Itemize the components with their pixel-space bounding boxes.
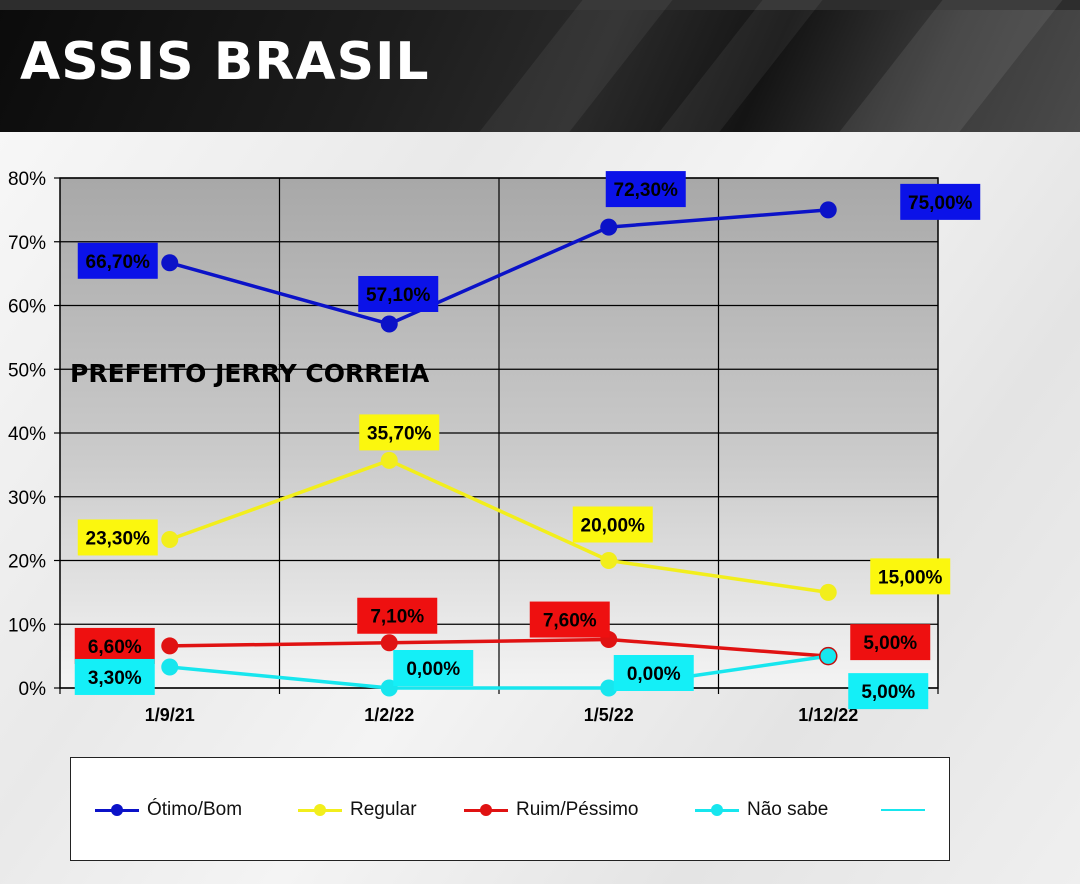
- data-label-box: [77, 519, 158, 556]
- legend-item-regular: Regular: [298, 798, 417, 822]
- legend-swatch-extra: [881, 800, 925, 820]
- data-label: 35,70%: [367, 423, 432, 444]
- x-tick-label: 1/5/22: [584, 705, 634, 725]
- legend-dot: [711, 804, 723, 816]
- data-label-box: [870, 558, 951, 595]
- legend-swatch: [464, 800, 508, 820]
- data-label: 3,30%: [88, 668, 142, 689]
- data-point: [380, 634, 398, 652]
- data-point: [819, 201, 837, 219]
- data-label: 66,70%: [86, 252, 151, 273]
- data-label: 15,00%: [878, 567, 943, 588]
- data-label: 72,30%: [614, 180, 679, 201]
- x-tick-label: 1/2/22: [364, 705, 414, 725]
- data-label: 6,60%: [88, 637, 142, 658]
- legend-swatch: [298, 800, 342, 820]
- legend-item-otimo-bom: Ótimo/Bom: [95, 798, 242, 822]
- data-label-box: [529, 601, 610, 638]
- y-tick-label: 10%: [8, 615, 46, 636]
- data-label: 0,00%: [406, 659, 460, 680]
- data-label: 23,30%: [86, 528, 151, 549]
- legend-label: Ruim/Péssimo: [516, 799, 639, 820]
- legend-item-extra: [881, 798, 933, 822]
- data-point: [600, 552, 618, 569]
- y-tick-label: 20%: [8, 552, 46, 573]
- x-tick-label: 1/9/21: [145, 705, 195, 725]
- chart-legend: Ótimo/Bom Regular Ruim/Péssimo Não sabe: [70, 757, 950, 861]
- y-tick-label: 70%: [8, 233, 46, 254]
- y-tick-label: 30%: [8, 488, 46, 509]
- data-label-box: [850, 624, 931, 661]
- legend-label: Não sabe: [747, 799, 829, 820]
- x-tick-label: 1/12/22: [798, 705, 858, 725]
- legend-item-nao-sabe: Não sabe: [695, 798, 828, 822]
- data-label-box: [900, 183, 981, 220]
- data-label-box: [358, 275, 439, 312]
- series-line: [169, 654, 829, 690]
- data-label: 75,00%: [908, 193, 973, 214]
- data-label-box: [393, 650, 474, 686]
- top-bar: [0, 0, 1080, 10]
- data-point: [161, 637, 179, 655]
- legend-line: [881, 809, 925, 811]
- y-tick-label: 60%: [8, 297, 46, 318]
- series-line: [169, 637, 829, 658]
- data-point: [161, 254, 179, 272]
- data-point: [380, 451, 398, 469]
- page-title: ASSIS BRASIL: [20, 32, 430, 92]
- data-label-box: [74, 658, 155, 695]
- header-banner: ASSIS BRASIL: [0, 0, 1080, 132]
- chart-annotation: PREFEITO JERRY CORREIA: [70, 359, 430, 388]
- legend-label: Regular: [350, 799, 417, 820]
- data-point: [161, 658, 179, 676]
- data-label-box: [613, 655, 694, 691]
- data-label-box: [605, 171, 686, 208]
- data-label: 5,00%: [863, 633, 917, 654]
- legend-swatch: [95, 800, 139, 820]
- data-point: [819, 583, 837, 601]
- y-tick-label: 50%: [8, 360, 46, 381]
- data-point: [380, 315, 398, 333]
- y-tick-label: 0%: [19, 679, 47, 700]
- data-point: [600, 218, 618, 236]
- legend-dot: [111, 804, 123, 816]
- series-line: [169, 208, 829, 326]
- y-tick-label: 80%: [8, 169, 46, 190]
- data-label: 5,00%: [861, 682, 915, 703]
- data-label: 7,10%: [370, 607, 424, 628]
- legend-item-ruim-pessimo: Ruim/Péssimo: [464, 798, 638, 822]
- legend-dot: [314, 804, 326, 816]
- series-line: [169, 458, 829, 595]
- data-label-box: [357, 597, 438, 634]
- legend-dot: [480, 804, 492, 816]
- y-tick-label: 40%: [8, 424, 46, 445]
- data-label: 57,10%: [366, 285, 431, 306]
- data-label: 20,00%: [581, 516, 646, 537]
- legend-swatch: [695, 800, 739, 820]
- data-label: 7,60%: [543, 611, 597, 632]
- data-label-box: [74, 627, 155, 664]
- data-label-box: [359, 414, 440, 451]
- data-point: [161, 530, 179, 548]
- data-label-box: [77, 242, 158, 279]
- data-label: 0,00%: [627, 664, 681, 685]
- legend-label: Ótimo/Bom: [147, 799, 243, 820]
- data-point: [600, 679, 618, 697]
- data-point: [819, 646, 838, 666]
- data-label-box: [848, 673, 929, 710]
- data-label-box: [572, 506, 653, 543]
